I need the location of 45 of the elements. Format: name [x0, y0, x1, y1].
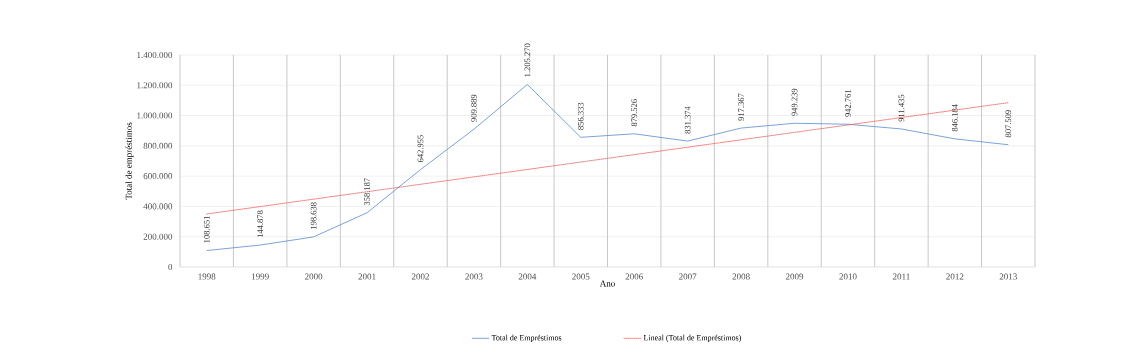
- x-tick-label: 2002: [411, 273, 429, 280]
- y-tick-label: 1.000.000: [137, 112, 173, 119]
- y-tick-label: 800.000: [143, 142, 173, 149]
- data-label: 917.367: [738, 93, 744, 121]
- legend-label: Lineal (Total de Empréstimos): [643, 334, 742, 343]
- data-label: 831.374: [684, 106, 691, 134]
- legend-label: Total de Empréstimos: [491, 334, 562, 343]
- data-label: 942.761: [845, 89, 851, 117]
- y-tick-label: 1.200.000: [137, 82, 173, 89]
- data-label: 358.187: [364, 178, 370, 206]
- data-label: 108.651: [203, 216, 210, 243]
- data-label: 846.184: [951, 104, 958, 132]
- y-tick-label: 200.000: [143, 233, 173, 240]
- y-tick-label: 600.000: [143, 173, 173, 180]
- x-tick-label: 2006: [625, 273, 643, 280]
- data-label: 909.889: [471, 94, 477, 122]
- x-tick-label: 2005: [572, 273, 590, 280]
- y-axis-title: Total de empréstimos: [125, 122, 134, 200]
- x-tick-label: 2012: [946, 273, 964, 280]
- x-tick-label: 2007: [679, 273, 697, 280]
- data-label: 198.638: [310, 202, 317, 229]
- data-label: 144.878: [257, 210, 264, 238]
- data-label: 879.526: [631, 99, 638, 127]
- data-label: 949.239: [791, 88, 798, 116]
- data-label: 807.509: [1005, 110, 1012, 138]
- data-label: 642.955: [417, 135, 424, 163]
- x-tick-label: 1999: [251, 273, 269, 280]
- y-tick-label: 0: [168, 263, 173, 271]
- line-series: [206, 84, 1009, 251]
- data-label: 856.333: [577, 102, 584, 130]
- x-tick-label: 2008: [732, 273, 750, 280]
- x-tick-label: 2009: [785, 273, 804, 280]
- y-tick-label: 1.400.000: [137, 51, 173, 59]
- x-tick-label: 2013: [999, 273, 1017, 280]
- x-tick-label: 2000: [305, 273, 323, 280]
- data-label: 911.435: [898, 94, 905, 122]
- x-tick-label: 2011: [892, 273, 910, 280]
- data-label: 1.205.270: [524, 43, 531, 77]
- x-tick-label: 2003: [465, 273, 483, 280]
- x-tick-label: 2004: [518, 273, 537, 280]
- x-axis-title: Ano: [599, 280, 615, 287]
- x-tick-label: 2001: [358, 273, 376, 280]
- x-tick-label: 1998: [198, 273, 216, 280]
- x-tick-label: 2010: [839, 273, 857, 280]
- y-tick-label: 400.000: [143, 203, 173, 210]
